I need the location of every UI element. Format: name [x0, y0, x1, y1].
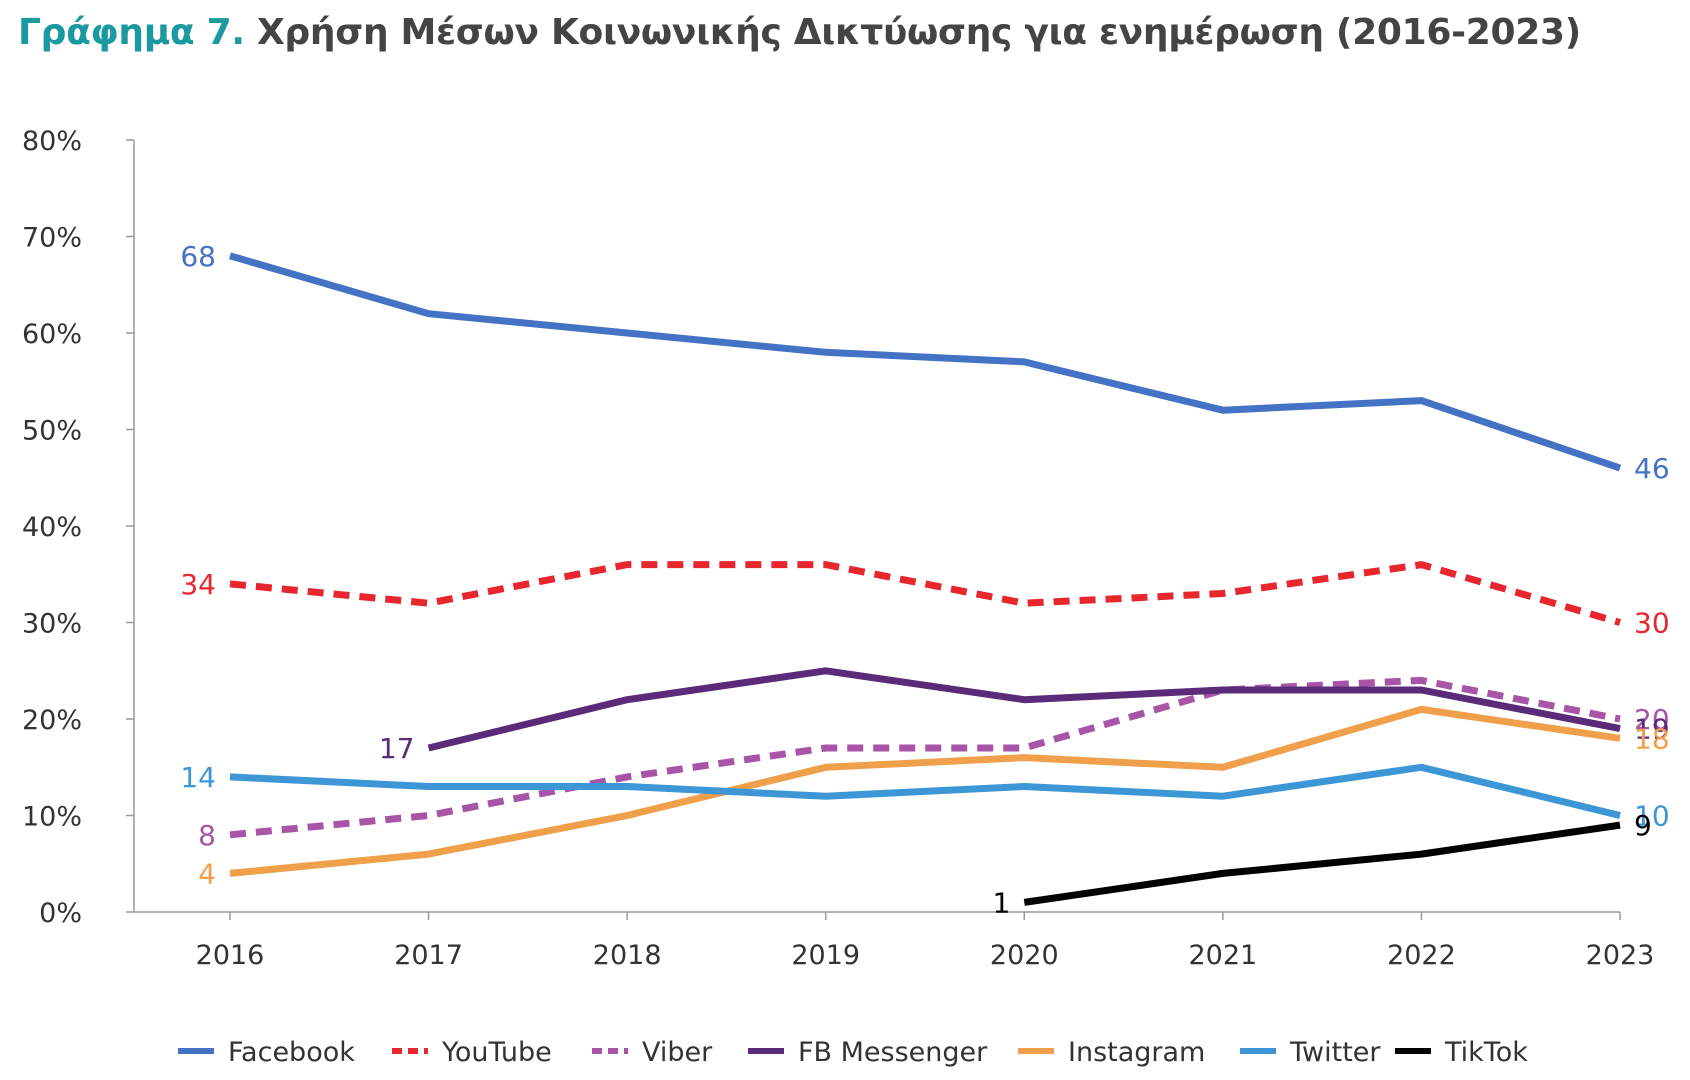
legend-label: Instagram — [1068, 1037, 1205, 1068]
data-label: 19 — [1634, 713, 1670, 746]
data-label: 4 — [198, 857, 216, 890]
series-lines — [229, 252, 1622, 906]
x-tick-label: 2017 — [394, 940, 463, 971]
data-label: 46 — [1634, 452, 1670, 485]
x-tick-label: 2016 — [196, 940, 265, 971]
legend-label: YouTube — [441, 1037, 552, 1068]
legend-label: Twitter — [1289, 1037, 1381, 1068]
legend-label: Viber — [642, 1037, 713, 1068]
x-tick-label: 2019 — [791, 940, 860, 971]
series-line-fb-messenger — [427, 667, 1621, 752]
y-tick-label: 0% — [39, 898, 82, 929]
chart-title: Γράφημα 7. Χρήση Μέσων Κοινωνικής Δικτύω… — [18, 12, 1581, 53]
legend: Facebook YouTube Viber FB Messenger Instagra… — [178, 1037, 1528, 1068]
y-tick-label: 60% — [22, 319, 82, 350]
data-label: 10 — [1634, 800, 1670, 833]
data-label: 17 — [379, 732, 415, 765]
data-label: 30 — [1634, 607, 1670, 640]
x-tick-label: 2018 — [593, 940, 662, 971]
series-line-facebook — [229, 252, 1622, 472]
legend-label: Facebook — [228, 1037, 355, 1068]
data-label: 68 — [180, 240, 216, 273]
legend-label: TikTok — [1444, 1037, 1528, 1068]
x-tick-label: 2023 — [1586, 940, 1655, 971]
axes: 0% 10% 20% 30% 40% 50% 60% 70% 80% 2016 2017 2018 20… — [22, 126, 1654, 971]
series-line-instagram — [229, 705, 1621, 877]
data-label: 18 — [1634, 722, 1670, 755]
data-label: 20 — [1634, 703, 1670, 736]
data-label: 8 — [198, 819, 216, 852]
y-tick-label: 20% — [22, 705, 82, 736]
series-line-twitter — [229, 763, 1621, 819]
series-line-viber — [229, 676, 1621, 839]
y-tick-label: 40% — [22, 512, 82, 543]
series-line-tiktok — [1023, 821, 1621, 906]
x-tick-label: 2022 — [1387, 940, 1456, 971]
y-tick-label: 70% — [22, 223, 82, 254]
chart-title-text: Χρήση Μέσων Κοινωνικής Δικτύωσης για ενη… — [256, 12, 1581, 53]
y-tick-label: 10% — [22, 802, 82, 833]
y-tick-label: 50% — [22, 416, 82, 447]
data-label: 14 — [180, 761, 216, 794]
x-tick-label: 2020 — [990, 940, 1059, 971]
legend-label: FB Messenger — [798, 1037, 988, 1068]
y-tick-label: 30% — [22, 609, 82, 640]
y-tick-label: 80% — [22, 126, 82, 157]
data-label: 9 — [1634, 809, 1652, 842]
x-tick-label: 2021 — [1188, 940, 1257, 971]
data-label: 34 — [180, 568, 216, 601]
series-line-youtube — [229, 561, 1621, 626]
chart-number: Γράφημα 7. — [18, 12, 245, 53]
data-label: 1 — [992, 886, 1010, 919]
